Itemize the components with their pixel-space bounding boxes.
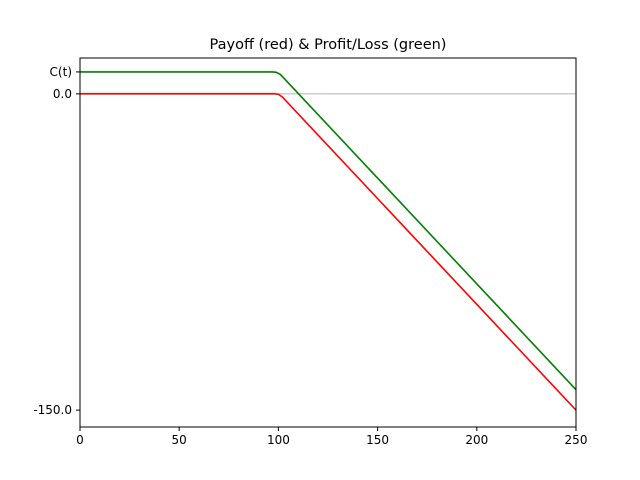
series-line-profit-loss	[80, 71, 577, 391]
x-tick-label: 250	[565, 433, 588, 447]
x-tick-label: 0	[76, 433, 84, 447]
x-tick-label: 150	[366, 433, 389, 447]
x-tick-label: 100	[267, 433, 290, 447]
y-tick-label: 0.0	[53, 87, 72, 101]
y-tick-label: C(t)	[50, 65, 72, 79]
x-axis: 0 50 100 150 200 250	[76, 427, 587, 447]
y-tick-label: -150.0	[33, 403, 72, 417]
x-tick-label: 200	[465, 433, 488, 447]
x-tick-label: 50	[172, 433, 187, 447]
series-line-payoff	[80, 93, 577, 411]
y-axis: C(t) 0.0 -150.0	[33, 65, 80, 417]
plot-frame	[79, 57, 577, 428]
plot-area	[80, 71, 577, 411]
chart-title: Payoff (red) & Profit/Loss (green)	[210, 37, 447, 53]
